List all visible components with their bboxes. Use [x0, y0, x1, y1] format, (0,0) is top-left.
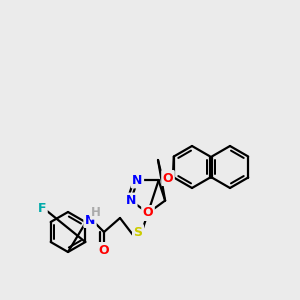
Text: F: F	[38, 202, 46, 214]
Text: H: H	[91, 206, 101, 218]
Text: O: O	[163, 172, 173, 184]
Text: S: S	[134, 226, 142, 238]
Text: N: N	[85, 214, 95, 226]
Text: O: O	[143, 206, 153, 220]
Text: N: N	[126, 194, 136, 207]
Text: O: O	[99, 244, 109, 256]
Text: N: N	[132, 174, 142, 187]
